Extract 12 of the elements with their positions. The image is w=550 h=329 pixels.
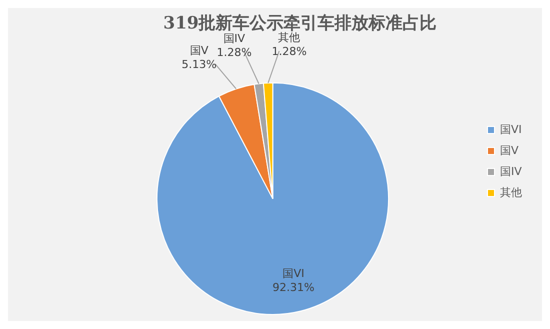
- data-label: 1.28%: [216, 46, 252, 59]
- data-label: 5.13%: [182, 58, 217, 71]
- slice-label: 其他: [278, 31, 300, 44]
- legend-label: 国IV: [500, 164, 522, 178]
- legend-label: 国VI: [500, 122, 522, 136]
- legend-label: 其他: [500, 186, 522, 199]
- slice-label: 国V: [190, 44, 209, 57]
- legend-label: 国V: [500, 144, 519, 157]
- data-label: 92.31%: [272, 281, 315, 294]
- data-label: 1.28%: [272, 45, 307, 58]
- slice-label: 国VI: [282, 267, 304, 280]
- slice-label: 国IV: [223, 32, 246, 45]
